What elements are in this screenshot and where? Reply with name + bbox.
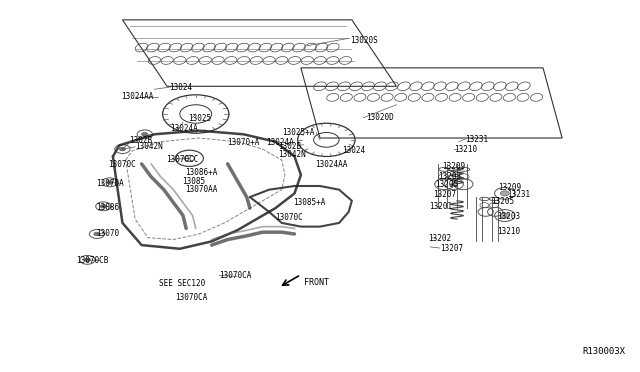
Text: 13202: 13202 xyxy=(428,234,451,243)
Text: 13070: 13070 xyxy=(96,229,119,238)
Text: 13231: 13231 xyxy=(507,190,530,199)
Text: 13207: 13207 xyxy=(440,244,463,253)
Circle shape xyxy=(106,180,113,184)
Text: 1302B: 1302B xyxy=(278,142,301,151)
Text: 13205: 13205 xyxy=(491,197,514,206)
Text: 13024A: 13024A xyxy=(266,138,294,147)
Text: SEE SEC120: SEE SEC120 xyxy=(159,279,205,288)
Circle shape xyxy=(500,191,509,196)
Text: 13086: 13086 xyxy=(96,202,119,212)
Text: 13020S: 13020S xyxy=(351,36,378,45)
Text: 13209: 13209 xyxy=(442,162,465,171)
Circle shape xyxy=(94,232,100,236)
Text: 13024: 13024 xyxy=(170,83,193,92)
Text: 13085+A: 13085+A xyxy=(293,198,326,207)
Text: FRONT: FRONT xyxy=(304,278,329,287)
Text: 13205: 13205 xyxy=(435,180,458,189)
Text: 13203: 13203 xyxy=(438,171,461,180)
Text: 13070C: 13070C xyxy=(108,160,136,170)
Text: 13070A: 13070A xyxy=(96,179,124,188)
Text: 13024: 13024 xyxy=(342,146,365,155)
Circle shape xyxy=(100,205,106,208)
Text: 13070C: 13070C xyxy=(275,212,303,221)
Text: 13070CA: 13070CA xyxy=(220,271,252,280)
Text: 13025: 13025 xyxy=(188,114,211,123)
Text: 13024AA: 13024AA xyxy=(121,92,154,101)
Text: 13025+A: 13025+A xyxy=(282,128,314,137)
Text: 13210: 13210 xyxy=(454,145,477,154)
Circle shape xyxy=(84,258,91,262)
Text: 13210: 13210 xyxy=(497,227,520,235)
Text: 13085: 13085 xyxy=(182,177,205,186)
Text: 13203: 13203 xyxy=(497,212,520,221)
Text: 13042N: 13042N xyxy=(135,142,163,151)
Text: 13024A: 13024A xyxy=(170,124,198,133)
Text: 13207: 13207 xyxy=(433,190,456,199)
Text: 1302B: 1302B xyxy=(129,136,152,145)
Text: 13231: 13231 xyxy=(465,135,488,144)
Circle shape xyxy=(500,213,509,218)
Circle shape xyxy=(119,147,125,151)
Text: R130003X: R130003X xyxy=(583,347,626,356)
Text: 13070CB: 13070CB xyxy=(77,256,109,265)
Text: 13070CA: 13070CA xyxy=(175,294,207,302)
Text: 13020D: 13020D xyxy=(366,113,394,122)
Text: 13209: 13209 xyxy=(499,183,522,192)
Text: 13070+A: 13070+A xyxy=(228,138,260,147)
Text: 13042N: 13042N xyxy=(278,151,307,160)
Circle shape xyxy=(141,132,148,136)
Text: 13086+A: 13086+A xyxy=(185,168,218,177)
Text: 13024AA: 13024AA xyxy=(315,160,348,170)
Text: 13070AA: 13070AA xyxy=(185,185,218,194)
Text: 13070CC: 13070CC xyxy=(166,155,198,164)
Text: 13201: 13201 xyxy=(429,202,452,211)
